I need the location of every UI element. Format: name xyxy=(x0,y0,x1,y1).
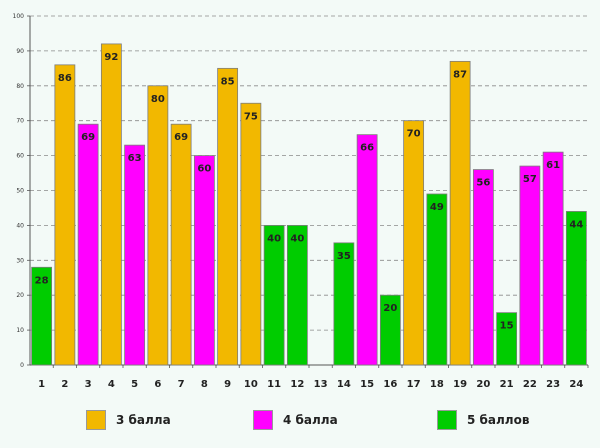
x-tick-label: 5 xyxy=(131,379,138,390)
bar-value-label: 40 xyxy=(267,233,281,244)
bar-value-label: 66 xyxy=(360,143,374,154)
y-tick-label: 0 xyxy=(20,362,24,369)
x-tick-label: 23 xyxy=(546,379,560,390)
x-tick-label: 16 xyxy=(383,379,397,390)
x-tick-label: 17 xyxy=(407,379,421,390)
bar-value-label: 85 xyxy=(221,76,235,87)
x-tick-label: 14 xyxy=(337,379,351,390)
bar xyxy=(170,123,192,366)
x-tick-label: 1 xyxy=(38,379,45,390)
legend: 3 балла 4 балла 5 баллов xyxy=(0,410,600,440)
x-tick-label: 6 xyxy=(154,379,161,390)
x-tick-label: 12 xyxy=(290,379,304,390)
bar xyxy=(286,224,308,366)
bar xyxy=(356,134,378,366)
x-tick-label: 13 xyxy=(314,379,328,390)
bar-value-label: 80 xyxy=(151,94,165,105)
x-tick-label: 4 xyxy=(108,379,115,390)
bar-value-label: 56 xyxy=(476,178,490,189)
x-tick-label: 2 xyxy=(61,379,68,390)
bar xyxy=(193,155,215,366)
y-tick-label: 20 xyxy=(16,292,24,299)
bar xyxy=(263,224,285,366)
bar-value-label: 75 xyxy=(244,111,258,122)
bar xyxy=(100,43,122,366)
bar-value-label: 86 xyxy=(58,73,72,84)
bar-value-label: 49 xyxy=(430,202,444,213)
legend-label-5-ballov: 5 баллов xyxy=(467,413,530,427)
x-tick-label: 19 xyxy=(453,379,467,390)
bar xyxy=(77,123,99,366)
legend-item-3-balla: 3 балла xyxy=(86,410,171,430)
x-tick-label: 8 xyxy=(201,379,208,390)
bar xyxy=(147,85,169,366)
x-tick-label: 24 xyxy=(569,379,583,390)
bar-value-label: 87 xyxy=(453,69,467,80)
y-tick-label: 60 xyxy=(16,153,24,160)
bar-value-label: 57 xyxy=(523,174,537,185)
legend-label-3-balla: 3 балла xyxy=(116,413,171,427)
x-tick-label: 9 xyxy=(224,379,231,390)
x-tick-label: 20 xyxy=(476,379,490,390)
bar-value-label: 44 xyxy=(569,219,583,230)
bar xyxy=(31,266,53,366)
bar-value-label: 92 xyxy=(104,52,118,63)
bar-value-label: 63 xyxy=(128,153,142,164)
bar-chart: 0102030405060708090100281862693924635806… xyxy=(13,13,589,390)
bar xyxy=(240,102,262,366)
x-tick-label: 21 xyxy=(500,379,514,390)
x-tick-label: 22 xyxy=(523,379,537,390)
y-tick-label: 10 xyxy=(16,327,24,334)
bar xyxy=(124,144,146,366)
bar xyxy=(542,151,564,366)
y-tick-label: 80 xyxy=(16,83,24,90)
legend-swatch-3-balla xyxy=(86,410,106,430)
bar-value-label: 28 xyxy=(35,275,49,286)
bar xyxy=(426,193,448,366)
x-tick-label: 3 xyxy=(85,379,92,390)
bar-value-label: 70 xyxy=(407,129,421,140)
y-tick-label: 100 xyxy=(13,13,25,20)
bar xyxy=(333,242,355,366)
bar-value-label: 20 xyxy=(383,303,397,314)
bar xyxy=(565,211,587,366)
y-tick-label: 70 xyxy=(16,118,24,125)
legend-swatch-4-balla xyxy=(253,410,273,430)
bar xyxy=(217,67,239,366)
bar xyxy=(403,120,425,366)
bar-value-label: 35 xyxy=(337,251,351,262)
y-tick-label: 90 xyxy=(16,48,24,55)
x-tick-label: 7 xyxy=(178,379,185,390)
bar xyxy=(472,169,494,366)
x-tick-label: 11 xyxy=(267,379,281,390)
y-tick-label: 30 xyxy=(16,257,24,264)
x-tick-label: 15 xyxy=(360,379,374,390)
legend-swatch-5-ballov xyxy=(437,410,457,430)
x-tick-label: 18 xyxy=(430,379,444,390)
bar xyxy=(519,165,541,366)
y-tick-label: 50 xyxy=(16,188,24,195)
bar-value-label: 69 xyxy=(81,132,95,143)
bar-value-label: 15 xyxy=(500,321,514,332)
bar-value-label: 40 xyxy=(290,233,304,244)
x-tick-label: 10 xyxy=(244,379,258,390)
bar xyxy=(379,294,401,366)
bar xyxy=(449,60,471,366)
bar xyxy=(54,64,76,366)
legend-item-4-balla: 4 балла xyxy=(253,410,338,430)
y-tick-label: 40 xyxy=(16,222,24,229)
bar-value-label: 69 xyxy=(174,132,188,143)
bar xyxy=(496,312,518,366)
legend-item-5-ballov: 5 баллов xyxy=(437,410,529,430)
legend-label-4-balla: 4 балла xyxy=(283,413,338,427)
bar-value-label: 60 xyxy=(197,164,211,175)
bar-value-label: 61 xyxy=(546,160,560,171)
